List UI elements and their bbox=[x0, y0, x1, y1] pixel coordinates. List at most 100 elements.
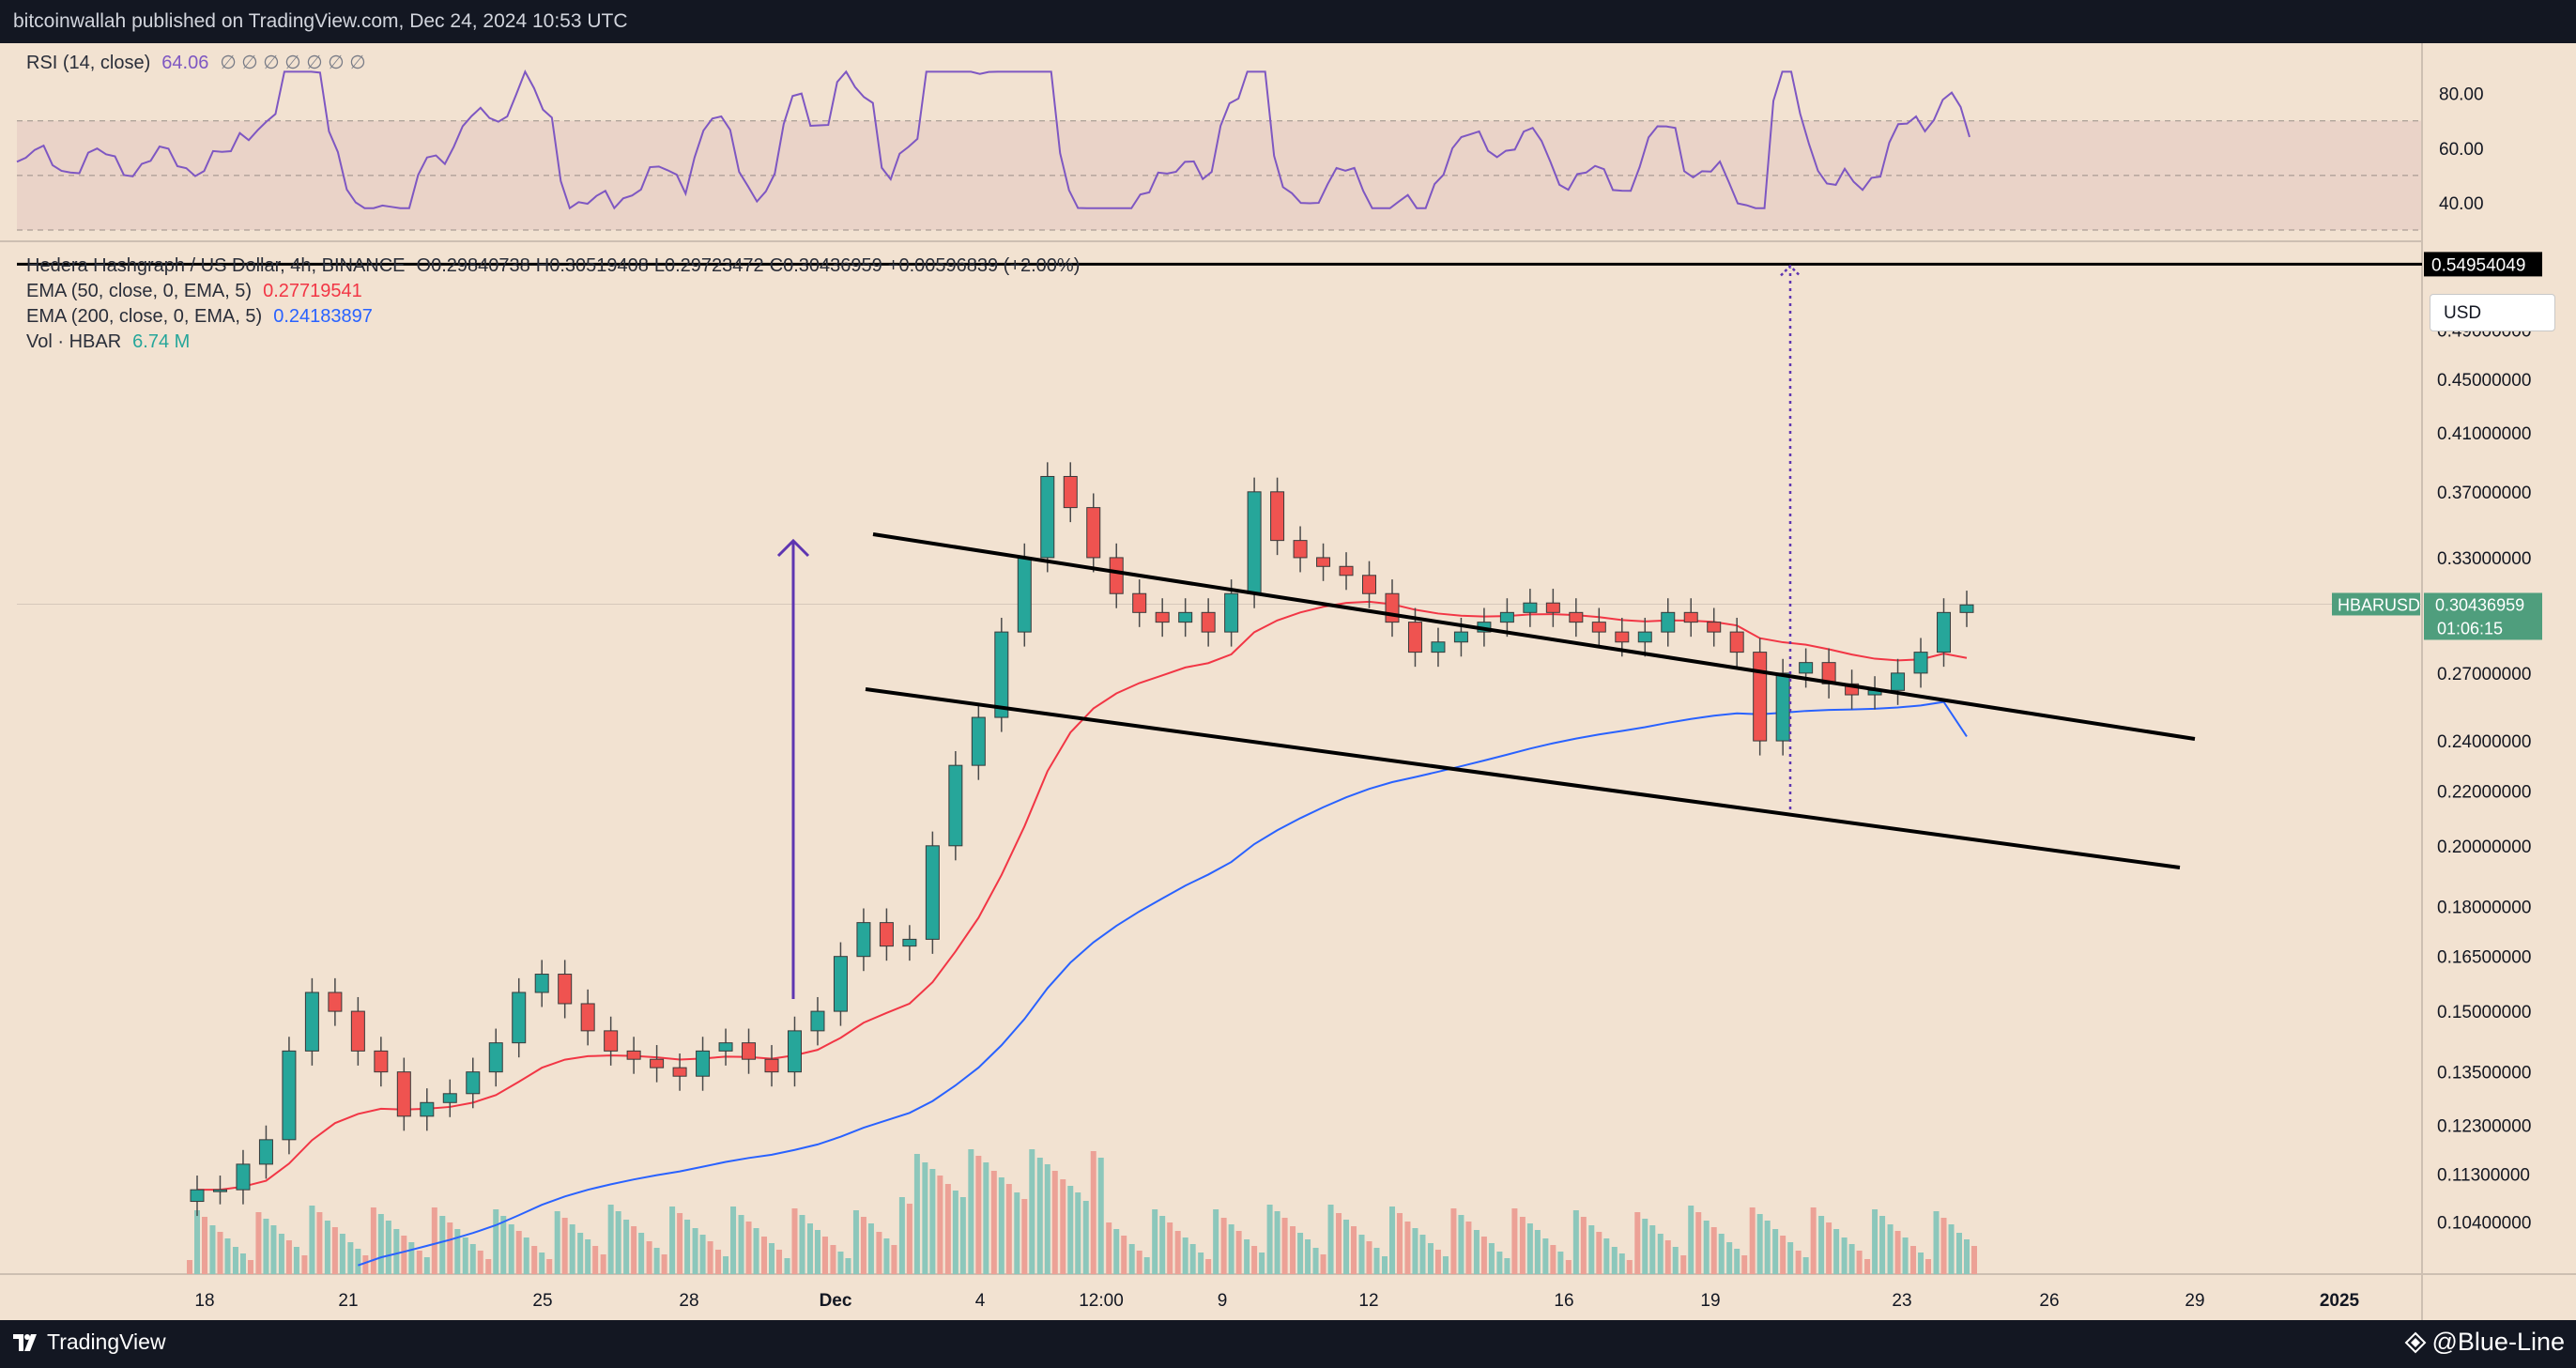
volume-bar bbox=[684, 1220, 691, 1274]
volume-bar bbox=[1764, 1221, 1771, 1274]
ohlc-low: L0.29723472 bbox=[653, 255, 764, 276]
price-tick-label: 0.12300000 bbox=[2437, 1117, 2531, 1137]
volume-bar bbox=[1526, 1223, 1533, 1274]
price-tick-label: 0.10400000 bbox=[2437, 1214, 2531, 1234]
volume-bar bbox=[1887, 1224, 1894, 1274]
volume-bar bbox=[646, 1241, 652, 1274]
volume-bar bbox=[1534, 1230, 1541, 1274]
candle-body bbox=[879, 922, 894, 947]
volume-bar bbox=[1856, 1251, 1863, 1274]
candle-body bbox=[442, 1093, 457, 1103]
price-tick-label: 0.16500000 bbox=[2437, 948, 2531, 968]
ema50-legend: EMA (50, close, 0, EMA, 5) 0.27719541 bbox=[26, 281, 374, 302]
volume-bar bbox=[883, 1238, 890, 1274]
volume-bar bbox=[776, 1250, 783, 1274]
volume-bar bbox=[1649, 1225, 1656, 1274]
time-tick-label: 16 bbox=[1554, 1291, 1573, 1311]
volume-bar bbox=[891, 1245, 897, 1274]
candle-body bbox=[833, 956, 848, 1012]
volume-bar bbox=[814, 1230, 820, 1274]
volume-bar bbox=[1205, 1259, 1212, 1274]
price-tick-label: 0.13500000 bbox=[2437, 1064, 2531, 1084]
volume-bar bbox=[1351, 1226, 1357, 1274]
volume-bar bbox=[1519, 1217, 1526, 1274]
candle-body bbox=[258, 1139, 273, 1165]
volume-bar bbox=[1780, 1236, 1786, 1274]
footer-bar: TradingView @Blue-Line bbox=[0, 1320, 2576, 1368]
volume-legend: Vol · HBAR 6.74 M bbox=[26, 331, 201, 353]
volume-bar bbox=[929, 1169, 936, 1274]
volume-bar bbox=[1450, 1208, 1457, 1274]
volume-bar bbox=[753, 1228, 759, 1274]
volume-bar bbox=[937, 1176, 943, 1274]
ema50-label: EMA (50, close, 0, EMA, 5) bbox=[26, 281, 253, 301]
tradingview-logo[interactable]: TradingView bbox=[13, 1330, 166, 1355]
volume-bar bbox=[1251, 1246, 1258, 1274]
volume-bar bbox=[393, 1229, 400, 1274]
candle-body bbox=[328, 991, 343, 1012]
volume-bar bbox=[1872, 1209, 1878, 1274]
volume-bar bbox=[600, 1254, 606, 1274]
volume-bar bbox=[1818, 1216, 1825, 1274]
chart-area[interactable]: 80.00 60.00 40.00 0.49000000 0.45000000 0.410… bbox=[0, 43, 2576, 1320]
volume-bar bbox=[539, 1253, 545, 1274]
time-tick-label: 29 bbox=[2185, 1291, 2204, 1311]
volume-bar bbox=[1864, 1259, 1871, 1274]
volume-bar bbox=[515, 1231, 522, 1274]
volume-bar bbox=[1305, 1239, 1311, 1274]
volume-bar bbox=[1051, 1171, 1058, 1274]
projection-arrowhead bbox=[1780, 264, 1801, 277]
currency-button[interactable]: USD bbox=[2430, 294, 2555, 331]
volume-bar bbox=[1090, 1151, 1096, 1274]
price-tick-label: 0.18000000 bbox=[2437, 898, 2531, 917]
time-tick-label: 12:00 bbox=[1079, 1291, 1124, 1311]
volume-bar bbox=[1480, 1237, 1487, 1274]
volume-bar bbox=[1933, 1211, 1940, 1274]
candle-body bbox=[580, 1003, 595, 1032]
volume-bar bbox=[1848, 1244, 1855, 1274]
volume-bar bbox=[661, 1254, 667, 1274]
rsi-value: 64.06 bbox=[161, 53, 209, 73]
candle-body bbox=[488, 1042, 503, 1073]
candle-body bbox=[396, 1071, 411, 1117]
candle-body bbox=[1109, 557, 1124, 594]
flagpole-arrowhead bbox=[776, 538, 810, 558]
volume-bar bbox=[523, 1237, 529, 1274]
candle-body bbox=[304, 991, 319, 1052]
candle-body bbox=[948, 764, 963, 847]
volume-bar bbox=[1511, 1208, 1518, 1274]
volume-bar bbox=[1259, 1253, 1265, 1274]
volume-bar bbox=[913, 1154, 920, 1274]
time-tick-label: 12 bbox=[1358, 1291, 1378, 1311]
volume-bar bbox=[1642, 1219, 1648, 1274]
volume-bar bbox=[187, 1260, 192, 1274]
volume-bar bbox=[1964, 1239, 1970, 1274]
volume-bar bbox=[906, 1204, 912, 1274]
volume-bar bbox=[1235, 1231, 1242, 1274]
volume-bar bbox=[944, 1184, 951, 1274]
volume-bar bbox=[324, 1221, 330, 1274]
volume-value: 6.74 M bbox=[132, 331, 191, 352]
rsi-label: RSI (14, close) bbox=[26, 53, 151, 73]
volume-bar bbox=[347, 1242, 354, 1274]
volume-bar bbox=[607, 1205, 614, 1274]
volume-bar bbox=[1580, 1217, 1587, 1274]
candle-body bbox=[1891, 672, 1906, 691]
candle-body bbox=[1937, 611, 1952, 653]
candle-body bbox=[212, 1189, 227, 1192]
time-tick-label: 21 bbox=[338, 1291, 358, 1311]
candle-body bbox=[374, 1050, 389, 1073]
candle-body bbox=[696, 1050, 711, 1077]
symbol-line: Hedera Hashgraph / US Dollar, 4h, BINANC… bbox=[26, 255, 406, 276]
chart-canvas[interactable]: 80.0060.0040.000.490000000.450000000.410… bbox=[0, 43, 2576, 1320]
volume-bar bbox=[738, 1215, 744, 1274]
volume-label: Vol · HBAR bbox=[26, 331, 122, 352]
volume-bar bbox=[1320, 1254, 1326, 1274]
volume-bar bbox=[1005, 1184, 1012, 1274]
volume-bar bbox=[1366, 1241, 1372, 1274]
volume-bar bbox=[1327, 1205, 1334, 1274]
volume-bar bbox=[1182, 1237, 1188, 1274]
volume-bar bbox=[1106, 1222, 1112, 1274]
ohlc-close: C0.30436959 bbox=[769, 255, 882, 276]
volume-bar bbox=[1458, 1215, 1464, 1274]
